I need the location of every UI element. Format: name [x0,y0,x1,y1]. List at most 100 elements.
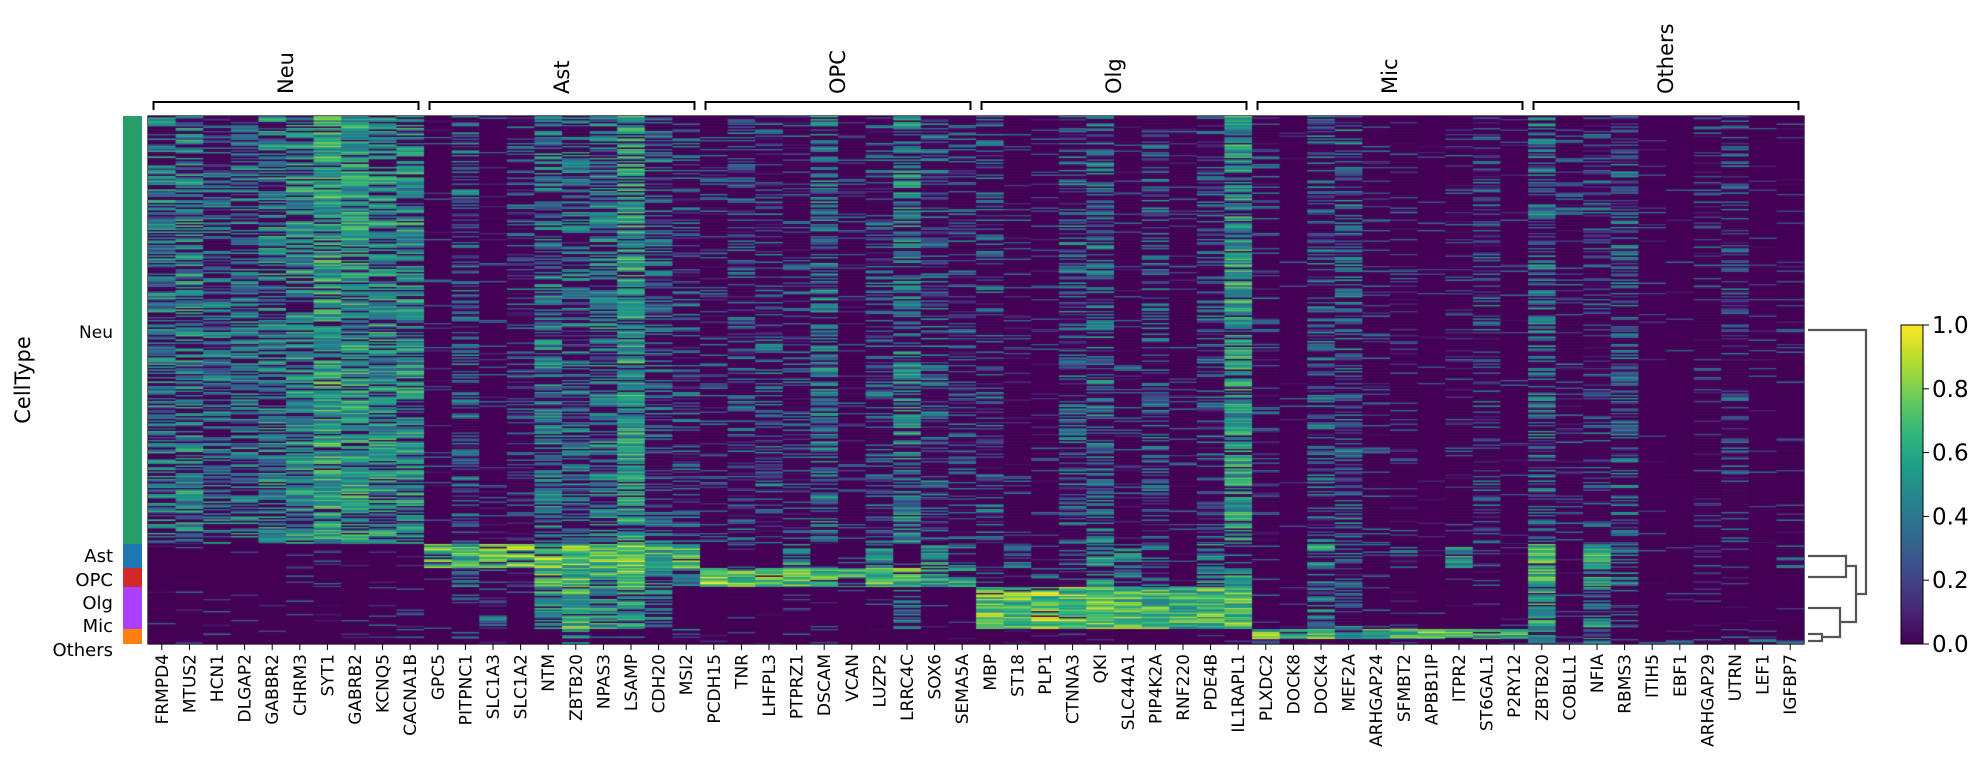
heatmap-cell [920,568,949,587]
heatmap-cell [893,629,922,639]
heatmap-cell [755,544,784,568]
heatmap-cell [258,568,287,587]
celltype-color-block [123,629,142,639]
heatmap-cell [258,116,287,544]
gene-label: ARHGAP24 [1367,654,1387,747]
heatmap-cell [424,544,453,568]
heatmap-cell [1252,116,1281,544]
heatmap-cell [1693,639,1722,644]
heatmap-cell [782,568,811,587]
heatmap-cell [727,629,756,639]
heatmap-cell [755,116,784,544]
heatmap-cell [589,587,618,629]
heatmap-cell [451,629,480,639]
heatmap-cell [1528,116,1557,544]
heatmap-cell [782,544,811,568]
heatmap-cell [589,544,618,568]
heatmap-cell [1003,587,1032,629]
heatmap-cell [1196,587,1225,629]
gene-label: ZBTB20 [1533,654,1553,721]
gene-label: CDH20 [650,654,670,713]
heatmap-cell [1776,639,1805,644]
heatmap-cell [479,544,508,568]
heatmap-cell [617,587,646,629]
heatmap-cell [1334,587,1363,629]
celltype-label: Ast [84,546,113,567]
heatmap-cell [1417,629,1446,639]
heatmap-cell [1224,568,1253,587]
heatmap-cell [534,629,563,639]
gene-group-label: Ast [550,60,574,94]
gene-label: SYT1 [318,654,338,696]
gene-labels: FRMPD4 MTUS2 HCN1 DLGAP2 GABBR2 CHRM3 SYT1 GABR… [153,644,1801,747]
heatmap-cell [1776,116,1805,544]
heatmap-cell [148,568,177,587]
heatmap-cell [1445,639,1474,644]
gene-group-label: OPC [826,50,850,94]
heatmap-cell [948,629,977,639]
colorbar-tick-label: 0.4 [1932,504,1969,530]
heatmap-cell [1721,587,1750,629]
heatmap-cell [1196,629,1225,639]
heatmap-cell [700,568,729,587]
heatmap-cell [1666,587,1695,629]
heatmap-cell [782,587,811,629]
heatmap-cell [1031,639,1060,644]
heatmap-cell [1169,587,1198,629]
heatmap-cell [589,568,618,587]
heatmap-cell [1555,116,1584,544]
gene-label: UTRN [1726,654,1746,701]
heatmap-cell [700,116,729,544]
heatmap-cell [451,568,480,587]
heatmap-cell [1362,639,1391,644]
heatmap-cell [562,544,591,568]
heatmap-cell [479,629,508,639]
celltype-color-block [123,544,142,568]
heatmap-cell [865,629,894,639]
heatmap-cell [782,629,811,639]
heatmap-cell [1666,544,1695,568]
heatmap-cell [286,629,315,639]
heatmap-cell [1417,587,1446,629]
heatmap-cell [230,639,259,644]
heatmap-cell [810,639,839,644]
heatmap-cell [1086,629,1115,639]
colorbar-tick-label: 1.0 [1932,313,1969,339]
heatmap-cell [1472,629,1501,639]
heatmap-cell [838,587,867,629]
heatmap-cell [1279,629,1308,639]
dendrogram-branch [1808,554,1848,579]
heatmap-cell [148,116,177,544]
heatmap-cell [1224,639,1253,644]
heatmap-cell [368,629,397,639]
heatmap-cell [479,587,508,629]
gene-label: MBP [981,654,1001,691]
heatmap-cell [1472,568,1501,587]
celltype-color-block [123,568,142,587]
gene-label: KCNQ5 [374,654,394,713]
heatmap-cell [368,568,397,587]
heatmap-cell [976,587,1005,629]
heatmap-cell [534,568,563,587]
heatmap-cell [230,116,259,544]
gene-label: NTM [539,654,559,692]
heatmap-cell [810,587,839,629]
heatmap-cell [1031,544,1060,568]
heatmap-cell [1031,587,1060,629]
dendrogram-branch [1808,606,1842,639]
heatmap-cell [1555,587,1584,629]
heatmap-cell [175,544,204,568]
colorbar-gradient [1900,324,1924,645]
heatmap-cell [1528,587,1557,629]
heatmap-cell [727,639,756,644]
gene-label: PLP1 [1036,654,1056,695]
heatmap-cell [1252,587,1281,629]
heatmap-cell [1086,544,1115,568]
gene-label: DOCK4 [1312,654,1332,714]
heatmap-cell [286,639,315,644]
heatmap-cell [286,587,315,629]
gene-label: NPAS3 [594,654,614,709]
heatmap-cell [1638,116,1667,544]
heatmap-cell [1362,587,1391,629]
